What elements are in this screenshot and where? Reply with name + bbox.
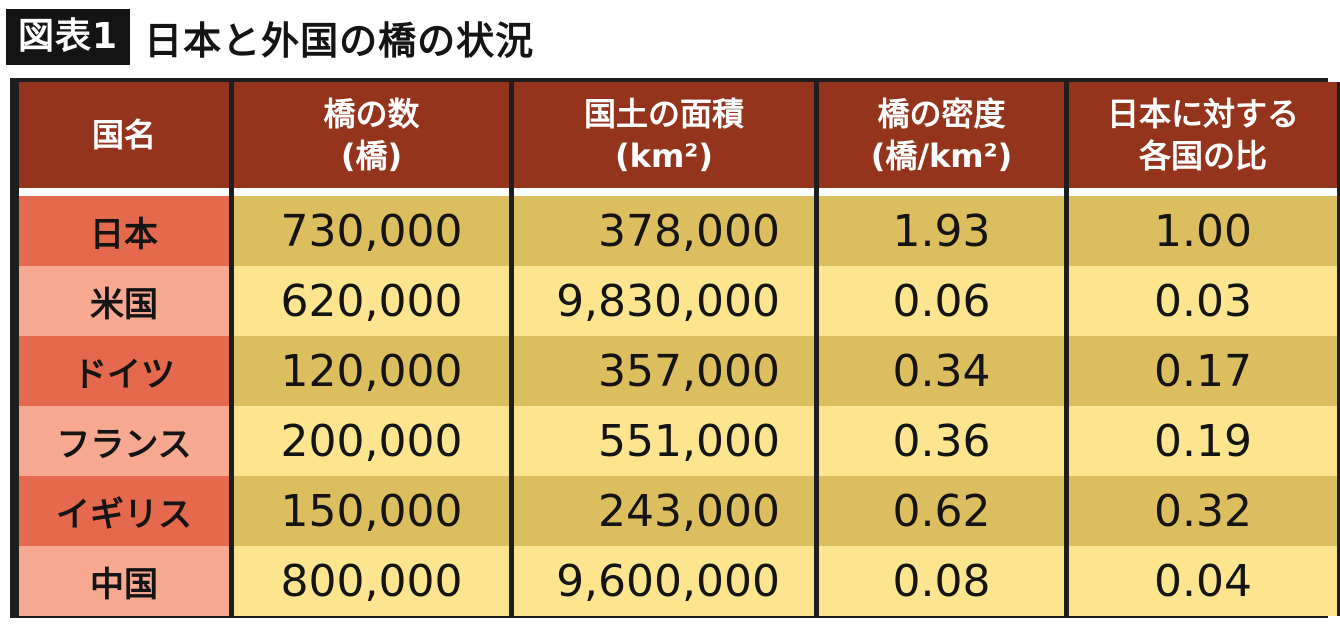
table-row: ドイツ 120,000 357,000 0.34 0.17 bbox=[19, 336, 1337, 406]
header-country: 国名 bbox=[19, 82, 229, 196]
table-row: 中国 800,000 9,600,000 0.08 0.04 bbox=[19, 546, 1337, 616]
country-cell: 中国 bbox=[19, 546, 229, 616]
header-ratio: 日本に対する 各国の比 bbox=[1069, 82, 1337, 196]
figure-label: 図表1 bbox=[6, 9, 131, 65]
header-density-line-1: 橋の密度 bbox=[877, 95, 1006, 133]
bridges-cell: 620,000 bbox=[234, 266, 509, 336]
ratio-cell: 0.32 bbox=[1069, 476, 1337, 546]
table-row: フランス 200,000 551,000 0.36 0.19 bbox=[19, 406, 1337, 476]
header-ratio-line-1: 日本に対する bbox=[1106, 95, 1299, 133]
header-ratio-line-2: 各国の比 bbox=[1138, 137, 1267, 175]
table-row: 日本 730,000 378,000 1.93 1.00 bbox=[19, 196, 1337, 266]
bridge-table: 国名 橋の数 (橋) 国土の面積 (km²) 橋の密度 (橋/km²) 日本に対… bbox=[14, 82, 1340, 616]
density-cell: 1.93 bbox=[819, 196, 1064, 266]
ratio-cell: 1.00 bbox=[1069, 196, 1337, 266]
header-area-line-1: 国土の面積 bbox=[583, 95, 744, 133]
header-area-line-2: (km²) bbox=[615, 137, 713, 175]
bridges-cell: 200,000 bbox=[234, 406, 509, 476]
figure-title: 日本と外国の橋の状況 bbox=[144, 18, 535, 63]
area-cell: 9,830,000 bbox=[514, 266, 814, 336]
area-cell: 357,000 bbox=[514, 336, 814, 406]
bridges-cell: 150,000 bbox=[234, 476, 509, 546]
bridges-cell: 730,000 bbox=[234, 196, 509, 266]
bridges-cell: 800,000 bbox=[234, 546, 509, 616]
density-cell: 0.06 bbox=[819, 266, 1064, 336]
table-row: イギリス 150,000 243,000 0.62 0.32 bbox=[19, 476, 1337, 546]
country-cell: 日本 bbox=[19, 196, 229, 266]
area-cell: 378,000 bbox=[514, 196, 814, 266]
area-cell: 243,000 bbox=[514, 476, 814, 546]
country-cell: 米国 bbox=[19, 266, 229, 336]
area-cell: 551,000 bbox=[514, 406, 814, 476]
density-cell: 0.34 bbox=[819, 336, 1064, 406]
ratio-cell: 0.03 bbox=[1069, 266, 1337, 336]
header-bridges: 橋の数 (橋) bbox=[234, 82, 509, 196]
ratio-cell: 0.17 bbox=[1069, 336, 1337, 406]
bridge-table-container: 国名 橋の数 (橋) 国土の面積 (km²) 橋の密度 (橋/km²) 日本に対… bbox=[10, 78, 1340, 618]
header-bridges-line-2: (橋) bbox=[340, 137, 403, 175]
density-cell: 0.08 bbox=[819, 546, 1064, 616]
country-cell: イギリス bbox=[19, 476, 229, 546]
header-bridges-line-1: 橋の数 bbox=[323, 95, 420, 133]
table-header-row: 国名 橋の数 (橋) 国土の面積 (km²) 橋の密度 (橋/km²) 日本に対… bbox=[19, 82, 1337, 196]
header-area: 国土の面積 (km²) bbox=[514, 82, 814, 196]
country-cell: フランス bbox=[19, 406, 229, 476]
header-country-line: 国名 bbox=[91, 116, 156, 154]
density-cell: 0.62 bbox=[819, 476, 1064, 546]
country-cell: ドイツ bbox=[19, 336, 229, 406]
ratio-cell: 0.19 bbox=[1069, 406, 1337, 476]
ratio-cell: 0.04 bbox=[1069, 546, 1337, 616]
density-cell: 0.36 bbox=[819, 406, 1064, 476]
figure-header: 図表1 日本と外国の橋の状況 bbox=[6, 8, 534, 66]
bridges-cell: 120,000 bbox=[234, 336, 509, 406]
header-density: 橋の密度 (橋/km²) bbox=[819, 82, 1064, 196]
table-row: 米国 620,000 9,830,000 0.06 0.03 bbox=[19, 266, 1337, 336]
area-cell: 9,600,000 bbox=[514, 546, 814, 616]
header-density-line-2: (橋/km²) bbox=[870, 137, 1013, 175]
